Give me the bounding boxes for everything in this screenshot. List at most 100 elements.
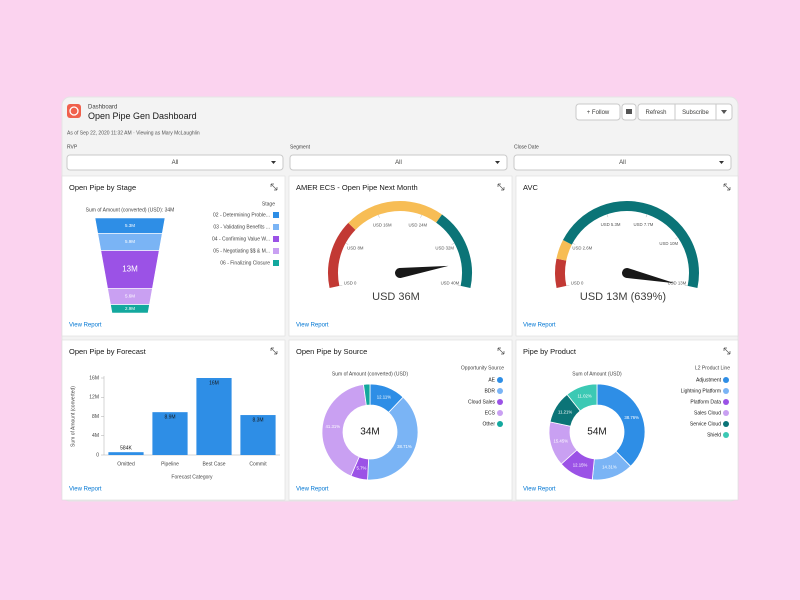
dashboard-icon-glyph	[69, 106, 79, 116]
legend-swatch	[723, 388, 729, 394]
data-label: 15.45%	[553, 439, 568, 444]
view-report-link[interactable]: View Report	[523, 487, 556, 493]
gauge-tick	[345, 242, 349, 245]
gauge-tick	[684, 285, 688, 287]
center-label: 34M	[360, 427, 379, 438]
legend-label: Lightning Platform	[681, 388, 721, 394]
data-label: 12.11%	[377, 394, 391, 399]
legend-title: L2 Product Line	[695, 365, 730, 371]
expand-icon[interactable]	[497, 183, 505, 191]
filter-label: Segment	[290, 144, 311, 150]
data-label: 38.76%	[624, 415, 639, 420]
view-report-link[interactable]: View Report	[296, 487, 329, 493]
x-tick-label: Commit	[249, 461, 267, 467]
filter-dropdown[interactable]	[289, 154, 508, 171]
legend-label: 06 - Finalizing Closure	[220, 260, 270, 266]
legend-label: 03 - Validating Benefits ...	[213, 224, 270, 230]
panel-title: AVC	[523, 183, 538, 192]
y-tick-label: 4M	[92, 433, 99, 439]
legend-swatch	[497, 388, 503, 394]
gauge-band	[328, 222, 356, 288]
legend-swatch	[723, 410, 729, 416]
gauge-tick-label: USD 5.3M	[601, 222, 621, 227]
legend-swatch	[723, 377, 729, 383]
view-report-link[interactable]: View Report	[69, 323, 102, 329]
gauge-tick-label: USD 16M	[373, 222, 392, 227]
more-button[interactable]	[721, 110, 727, 114]
legend-label: ECS	[485, 410, 496, 416]
gauge-tick	[606, 214, 609, 218]
center-label: 54M	[587, 427, 606, 438]
y-tick-label: 8M	[92, 414, 99, 420]
data-label: 584K	[120, 446, 132, 452]
gauge-value: USD 13M (639%)	[580, 291, 666, 303]
legend-label: Cloud Sales	[468, 399, 495, 405]
chart-subtitle: Sum of Amount (USD)	[572, 371, 622, 377]
expand-icon[interactable]	[723, 183, 731, 191]
breadcrumb: Dashboard	[88, 105, 117, 111]
follow-button[interactable]	[575, 103, 621, 121]
button-group	[637, 103, 733, 121]
legend-label: 04 - Confirming Value W...	[212, 236, 270, 242]
icon-glyph	[626, 109, 632, 114]
gauge-needle	[395, 265, 449, 278]
data-label: 5.6M	[125, 294, 135, 299]
filter-value: All	[619, 160, 626, 166]
x-tick-label: Pipeline	[161, 461, 179, 467]
gauge-band	[348, 201, 443, 230]
gauge-tick-label: USD 7.7M	[634, 222, 654, 227]
meta: As of Sep 22, 2020 11:32 AM · Viewing as…	[67, 130, 200, 136]
expand-icon[interactable]	[723, 347, 731, 355]
view-report-link[interactable]: View Report	[523, 323, 556, 329]
panel	[515, 175, 739, 337]
gauge-tick	[457, 285, 461, 287]
gauge-tick	[339, 285, 343, 287]
expand-icon[interactable]	[270, 347, 278, 355]
gauge-tick	[420, 214, 422, 218]
refresh-label: Refresh	[645, 110, 666, 116]
legend-title: Opportunity Source	[461, 365, 504, 371]
expand-icon[interactable]	[270, 183, 278, 191]
funnel-segment	[110, 304, 150, 314]
dropdown-caret	[719, 161, 724, 164]
chart-subtitle: Sum of Amount (converted) (USD)	[332, 371, 408, 377]
gauge-band	[556, 240, 572, 261]
gauge-tick	[572, 242, 576, 245]
x-axis-label: Forecast Category	[171, 474, 213, 480]
view-report-link[interactable]: View Report	[296, 323, 329, 329]
legend-title: Stage	[262, 201, 275, 207]
subscribe-label: Subscribe	[682, 110, 709, 116]
panel-title: AMER ECS - Open Pipe Next Month	[296, 183, 418, 192]
legend-label: Platform Data	[690, 399, 721, 405]
donut-slice	[321, 383, 367, 477]
donut-slice	[363, 383, 371, 406]
gauge-tick-label: USD 10M	[659, 241, 678, 246]
filter-value: All	[172, 160, 179, 166]
dashboard-icon	[67, 104, 81, 118]
x-tick-label: Omitted	[117, 461, 135, 467]
gauge-tick	[566, 285, 570, 287]
legend-swatch	[273, 260, 279, 266]
donut-slice	[596, 383, 646, 467]
follow-label: + Follow	[587, 110, 610, 116]
panel-title: Open Pipe by Stage	[69, 183, 136, 192]
panel	[61, 175, 286, 337]
legend-swatch	[723, 399, 729, 405]
legend-label: 02 - Determining Proble...	[213, 212, 270, 218]
filter-dropdown[interactable]	[513, 154, 732, 171]
filter-dropdown[interactable]	[66, 154, 284, 171]
legend-label: Adjustment	[696, 377, 722, 383]
gauge-tick-label: USD 2.6M	[572, 246, 592, 251]
gauge-tick	[451, 242, 455, 245]
gauge-tick-label: USD 24M	[408, 222, 427, 227]
gauge-band	[555, 258, 567, 288]
bar	[152, 412, 188, 455]
data-label: 38.71%	[397, 444, 412, 449]
bar	[196, 378, 232, 455]
view-report-link[interactable]: View Report	[69, 487, 102, 493]
expand-icon[interactable]	[497, 347, 505, 355]
gauge-tick-label: USD 0	[344, 281, 357, 286]
legend-label: BDR	[484, 388, 495, 394]
gauge-tick-label: USD 40M	[441, 281, 460, 286]
